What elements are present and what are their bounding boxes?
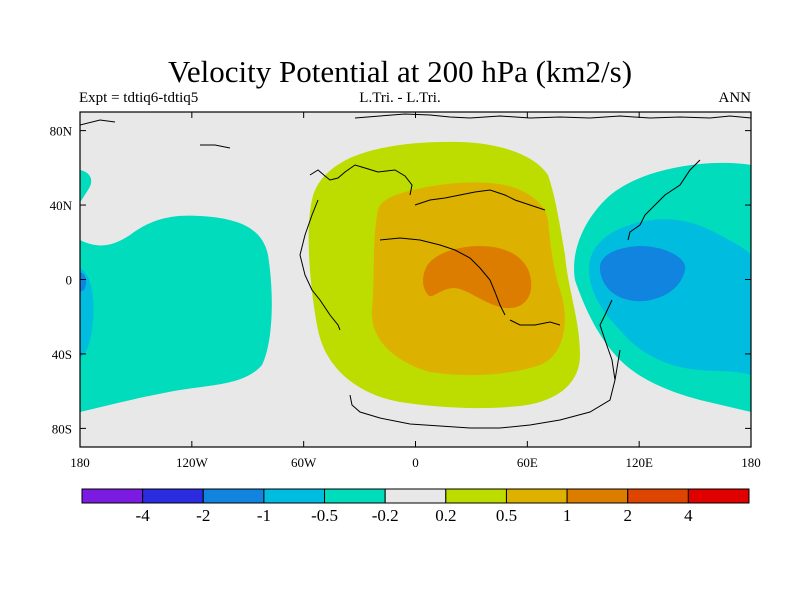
coastline-pacific-islands — [200, 144, 231, 149]
contour-negative-west — [80, 215, 272, 412]
y-tick-label: 0 — [66, 273, 73, 288]
colorbar-labels: -4 -2 -1 -0.5 -0.2 0.2 0.5 1 2 4 — [136, 506, 694, 525]
y-tick-label: 80S — [52, 421, 72, 436]
coastline-india — [509, 319, 561, 326]
contour-positive-inner — [423, 246, 532, 309]
coastline-eurasia-north — [354, 113, 751, 119]
x-tick-label: 60E — [517, 455, 538, 470]
colorbar-level-label: 1 — [563, 506, 572, 525]
coastline-europe — [414, 189, 546, 211]
colorbar-level-label: 2 — [623, 506, 632, 525]
colorbar-swatch — [263, 488, 326, 504]
colorbar-level-label: 0.5 — [496, 506, 517, 525]
coastlines — [80, 113, 751, 429]
colorbar-level-label: 0.2 — [435, 506, 456, 525]
contour-negative-east-core — [599, 246, 686, 302]
colorbar-level-label: -0.5 — [311, 506, 338, 525]
coastline-pacific-asia — [627, 159, 701, 241]
experiment-label: Expt = tdtiq6-tdtiq5 — [79, 90, 199, 106]
colorbar-swatch — [505, 488, 568, 504]
colorbar-swatch — [566, 488, 629, 504]
colorbar — [81, 488, 750, 504]
contour-negative-west-inner — [80, 268, 94, 358]
y-tick-label: 40N — [50, 198, 73, 213]
chart-title: Velocity Potential at 200 hPa (km2/s) — [167, 54, 633, 89]
x-tick-label: 180 — [741, 455, 761, 470]
x-tick-label: 120E — [625, 455, 653, 470]
colorbar-swatch — [627, 488, 689, 504]
x-tick-label: 0 — [412, 455, 419, 470]
y-tick-label: 80N — [50, 124, 73, 139]
colorbar-swatch — [324, 488, 386, 504]
colorbar-swatch — [142, 488, 204, 504]
x-tick-label: 60W — [291, 455, 317, 470]
contour-negative-west-edge — [80, 170, 92, 202]
x-tick-label: 120W — [176, 455, 209, 470]
colorbar-level-label: -4 — [136, 506, 151, 525]
coastline-south-america — [309, 164, 413, 196]
colorbar-level-label: -0.2 — [372, 506, 399, 525]
coastline-north-atlantic — [80, 119, 116, 126]
axis-ticks — [79, 112, 752, 447]
colorbar-swatch — [687, 488, 750, 504]
colorbar-swatch — [202, 488, 265, 504]
y-tick-label: 40S — [52, 347, 72, 362]
axis-tick-labels: 180 120W 60W 0 60E 120E 180 80N 40N 0 40S 80S — [50, 124, 761, 470]
coastline-africa-east — [379, 237, 506, 316]
x-tick-label: 180 — [70, 455, 90, 470]
colorbar-swatch — [384, 488, 447, 504]
colorbar-swatch — [445, 488, 507, 504]
coastline-africa-west — [299, 199, 341, 331]
center-label: L.Tri. - L.Tri. — [359, 90, 441, 106]
colorbar-level-label: 4 — [684, 506, 693, 525]
contour-negative-west-core — [80, 272, 87, 292]
coastline-antarctica — [349, 349, 621, 429]
colorbar-swatch — [81, 488, 144, 504]
colorbar-level-label: -2 — [196, 506, 210, 525]
season-label: ANN — [718, 90, 752, 106]
coastline-australia — [599, 299, 616, 381]
colorbar-level-label: -1 — [257, 506, 271, 525]
